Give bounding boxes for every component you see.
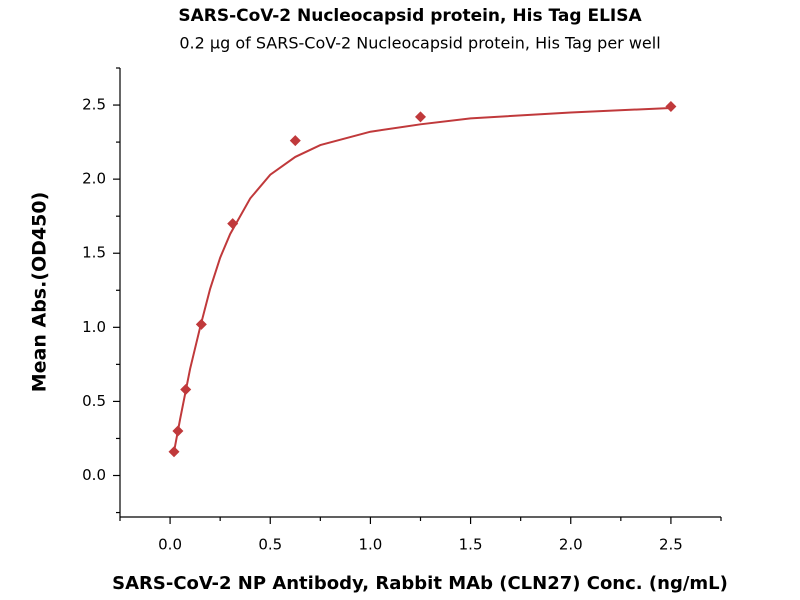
x-tick-label: 0.5	[258, 536, 282, 554]
data-point	[180, 384, 192, 396]
chart-title: SARS-CoV-2 Nucleocapsid protein, His Tag…	[178, 6, 642, 26]
chart-subtitle: 0.2 μg of SARS-CoV-2 Nucleocapsid protei…	[179, 34, 660, 53]
y-tick-label: 2.0	[82, 170, 106, 188]
data-point	[168, 446, 180, 458]
x-tick-label: 1.5	[459, 536, 483, 554]
x-tick-label: 0.0	[158, 536, 182, 554]
fit-curve	[173, 107, 671, 452]
x-tick-label: 2.5	[659, 536, 683, 554]
y-axis-label: Mean Abs.(OD450)	[29, 192, 51, 393]
x-axis-label: SARS-CoV-2 NP Antibody, Rabbit MAb (CLN2…	[112, 573, 728, 594]
y-tick-label: 0.5	[82, 392, 106, 410]
y-tick-label: 1.0	[82, 318, 106, 336]
y-tick-label: 2.5	[82, 96, 106, 114]
x-tick-label: 2.0	[559, 536, 583, 554]
data-point	[289, 135, 301, 147]
data-point	[195, 318, 207, 330]
x-tick-label: 1.0	[358, 536, 382, 554]
data-point	[227, 218, 239, 230]
y-tick-label: 1.5	[82, 244, 106, 262]
data-point	[665, 101, 677, 113]
y-tick-label: 0.0	[82, 466, 106, 484]
data-point	[172, 425, 184, 437]
data-point	[415, 111, 426, 123]
